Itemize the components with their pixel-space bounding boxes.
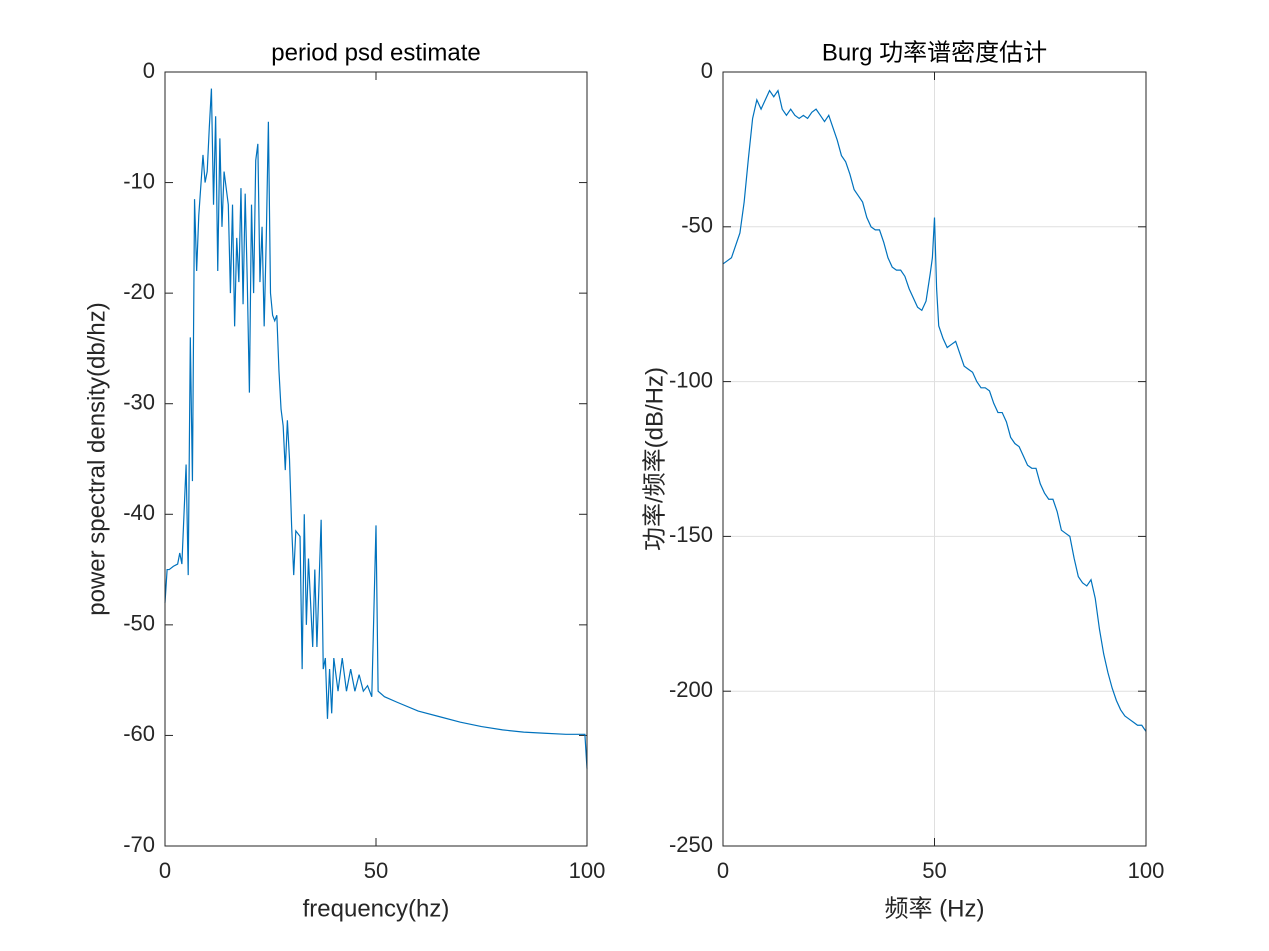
y-axis-label: 功率/频率(dB/Hz) xyxy=(641,367,668,551)
x-tick-label: 0 xyxy=(159,858,171,883)
y-tick-label: -200 xyxy=(669,677,713,702)
y-tick-label: -250 xyxy=(669,832,713,857)
y-tick-label: -50 xyxy=(681,213,713,238)
plot-area xyxy=(165,72,587,846)
x-tick-label: 50 xyxy=(364,858,388,883)
y-tick-label: -30 xyxy=(123,390,155,415)
y-tick-label: -40 xyxy=(123,500,155,525)
line-series xyxy=(722,89,1147,732)
x-tick-label: 100 xyxy=(1128,858,1165,883)
line-series xyxy=(164,88,588,769)
chart-title: Burg 功率谱密度估计 xyxy=(822,39,1047,66)
y-axis-label: power spectral density(db/hz) xyxy=(83,302,110,615)
y-tick-label: -10 xyxy=(123,168,155,193)
y-tick-label: -50 xyxy=(123,611,155,636)
x-axis-label: frequency(hz) xyxy=(303,895,450,922)
x-tick-label: 100 xyxy=(569,858,606,883)
axes-box xyxy=(722,71,1147,847)
y-tick-label: -20 xyxy=(123,279,155,304)
y-tick-label: -60 xyxy=(123,721,155,746)
y-tick-label: -100 xyxy=(669,367,713,392)
x-tick-label: 0 xyxy=(717,858,729,883)
chart-title: period psd estimate xyxy=(271,39,480,66)
x-tick-label: 50 xyxy=(922,858,946,883)
y-tick-label: -70 xyxy=(123,832,155,857)
y-tick-label: -150 xyxy=(669,522,713,547)
x-axis-label: 频率 (Hz) xyxy=(885,895,985,922)
axes-box xyxy=(164,71,588,847)
y-tick-label: 0 xyxy=(701,58,713,83)
y-tick-label: 0 xyxy=(143,58,155,83)
